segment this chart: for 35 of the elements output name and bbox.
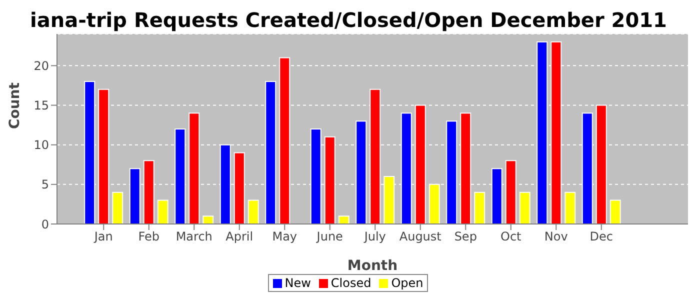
y-tick-label: 0 bbox=[41, 217, 49, 232]
x-tick-label: Jan bbox=[93, 230, 113, 244]
x-tick-label: July bbox=[363, 230, 386, 244]
chart-title: iana-trip Requests Created/Closed/Open December 2011 bbox=[30, 8, 667, 32]
bar bbox=[98, 88, 110, 224]
x-tick-label: Oct bbox=[500, 230, 522, 244]
legend-label: Closed bbox=[330, 276, 372, 290]
x-tick-label: Feb bbox=[138, 230, 160, 244]
bar bbox=[202, 216, 214, 224]
y-axis-title: Count bbox=[6, 82, 23, 129]
y-tick-label: 10 bbox=[34, 138, 49, 152]
x-tick-label: Nov bbox=[544, 230, 568, 244]
bar bbox=[157, 200, 168, 224]
x-tick-label: May bbox=[272, 230, 298, 244]
legend-label: Open bbox=[391, 276, 424, 290]
x-tick-label: April bbox=[226, 230, 254, 244]
bar bbox=[338, 216, 350, 224]
bar bbox=[564, 192, 576, 224]
x-tick-label: Sep bbox=[454, 230, 477, 244]
x-tick-label: June bbox=[316, 230, 343, 244]
legend-label: New bbox=[284, 276, 311, 290]
x-axis-title: Month bbox=[347, 258, 398, 274]
bar bbox=[446, 120, 458, 224]
bar bbox=[519, 192, 530, 224]
bar bbox=[112, 192, 124, 224]
y-tick-label: 15 bbox=[34, 98, 49, 113]
x-tick-label: March bbox=[176, 230, 212, 244]
bar bbox=[248, 200, 259, 224]
y-tick-label: 20 bbox=[34, 58, 49, 73]
bar bbox=[474, 192, 486, 224]
bar bbox=[596, 104, 607, 224]
x-tick-label: August bbox=[399, 230, 442, 244]
y-tick-label: 5 bbox=[41, 178, 49, 192]
x-tick-label: Dec bbox=[590, 230, 613, 244]
bar bbox=[610, 200, 621, 224]
